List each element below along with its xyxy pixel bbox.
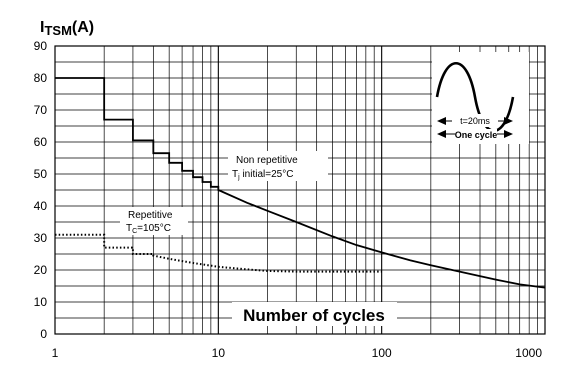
period-label: t=20ms bbox=[460, 116, 490, 126]
cycle-arrow-right-head bbox=[504, 130, 513, 138]
y-tick-label: 50 bbox=[34, 167, 48, 181]
nr-label-main: T bbox=[232, 169, 238, 180]
x-axis-title: Number of cycles bbox=[243, 306, 385, 325]
x-tick-label: 1 bbox=[52, 346, 59, 360]
curve-layer bbox=[55, 77, 546, 289]
repetitive-label-line1: Repetitive bbox=[128, 210, 173, 221]
chart-title-subscript: TSM bbox=[44, 23, 71, 38]
non-repetitive-label-line1: Non repetitive bbox=[236, 155, 298, 166]
rep-label-sub: C bbox=[132, 228, 137, 235]
one-cycle-inset: t=20ms One cycle bbox=[432, 52, 529, 144]
repetitive-label: Repetitive TC=105°C bbox=[120, 207, 188, 235]
x-axis-title-group: Number of cycles bbox=[232, 302, 397, 326]
x-tick-label: 100 bbox=[372, 346, 392, 360]
chart-title-unit: (A) bbox=[72, 19, 94, 36]
y-tick-label: 90 bbox=[34, 39, 48, 53]
rep-label-main: T bbox=[126, 223, 132, 234]
chart-title: ITSM(A) bbox=[40, 19, 94, 38]
non-repetitive-series-line bbox=[55, 77, 546, 289]
repetitive-series-line bbox=[55, 233, 382, 273]
nr-label-rest: initial=25°C bbox=[240, 169, 294, 180]
nr-label-sub: j bbox=[237, 174, 240, 181]
sine-wave-icon bbox=[435, 62, 515, 132]
x-tick-label: 10 bbox=[212, 346, 226, 360]
chart-title-main: I bbox=[40, 19, 44, 36]
y-tick-label: 80 bbox=[34, 71, 48, 85]
y-tick-label: 70 bbox=[34, 103, 48, 117]
period-arrow-right-head bbox=[504, 117, 513, 125]
cycle-label: One cycle bbox=[455, 130, 498, 140]
label-layer: 0 10 20 30 40 50 60 70 80 90 1 10 100 1000 bbox=[34, 39, 543, 360]
non-repetitive-label-line2: Tj initial=25°C bbox=[232, 169, 293, 181]
period-arrow-left-head bbox=[437, 117, 446, 125]
y-tick-label: 20 bbox=[34, 263, 48, 277]
cycle-arrow-left-head bbox=[437, 130, 446, 138]
y-tick-label: 0 bbox=[40, 327, 47, 341]
non-repetitive-label: Non repetitive Tj initial=25°C bbox=[228, 151, 328, 181]
y-tick-label: 30 bbox=[34, 231, 48, 245]
rep-label-rest: =105°C bbox=[137, 223, 171, 234]
grid-layer bbox=[54, 45, 546, 335]
x-tick-label: 1000 bbox=[515, 346, 542, 360]
repetitive-label-line2: TC=105°C bbox=[126, 223, 171, 235]
y-tick-label: 60 bbox=[34, 135, 48, 149]
y-tick-label: 10 bbox=[34, 295, 48, 309]
y-tick-label: 40 bbox=[34, 199, 48, 213]
